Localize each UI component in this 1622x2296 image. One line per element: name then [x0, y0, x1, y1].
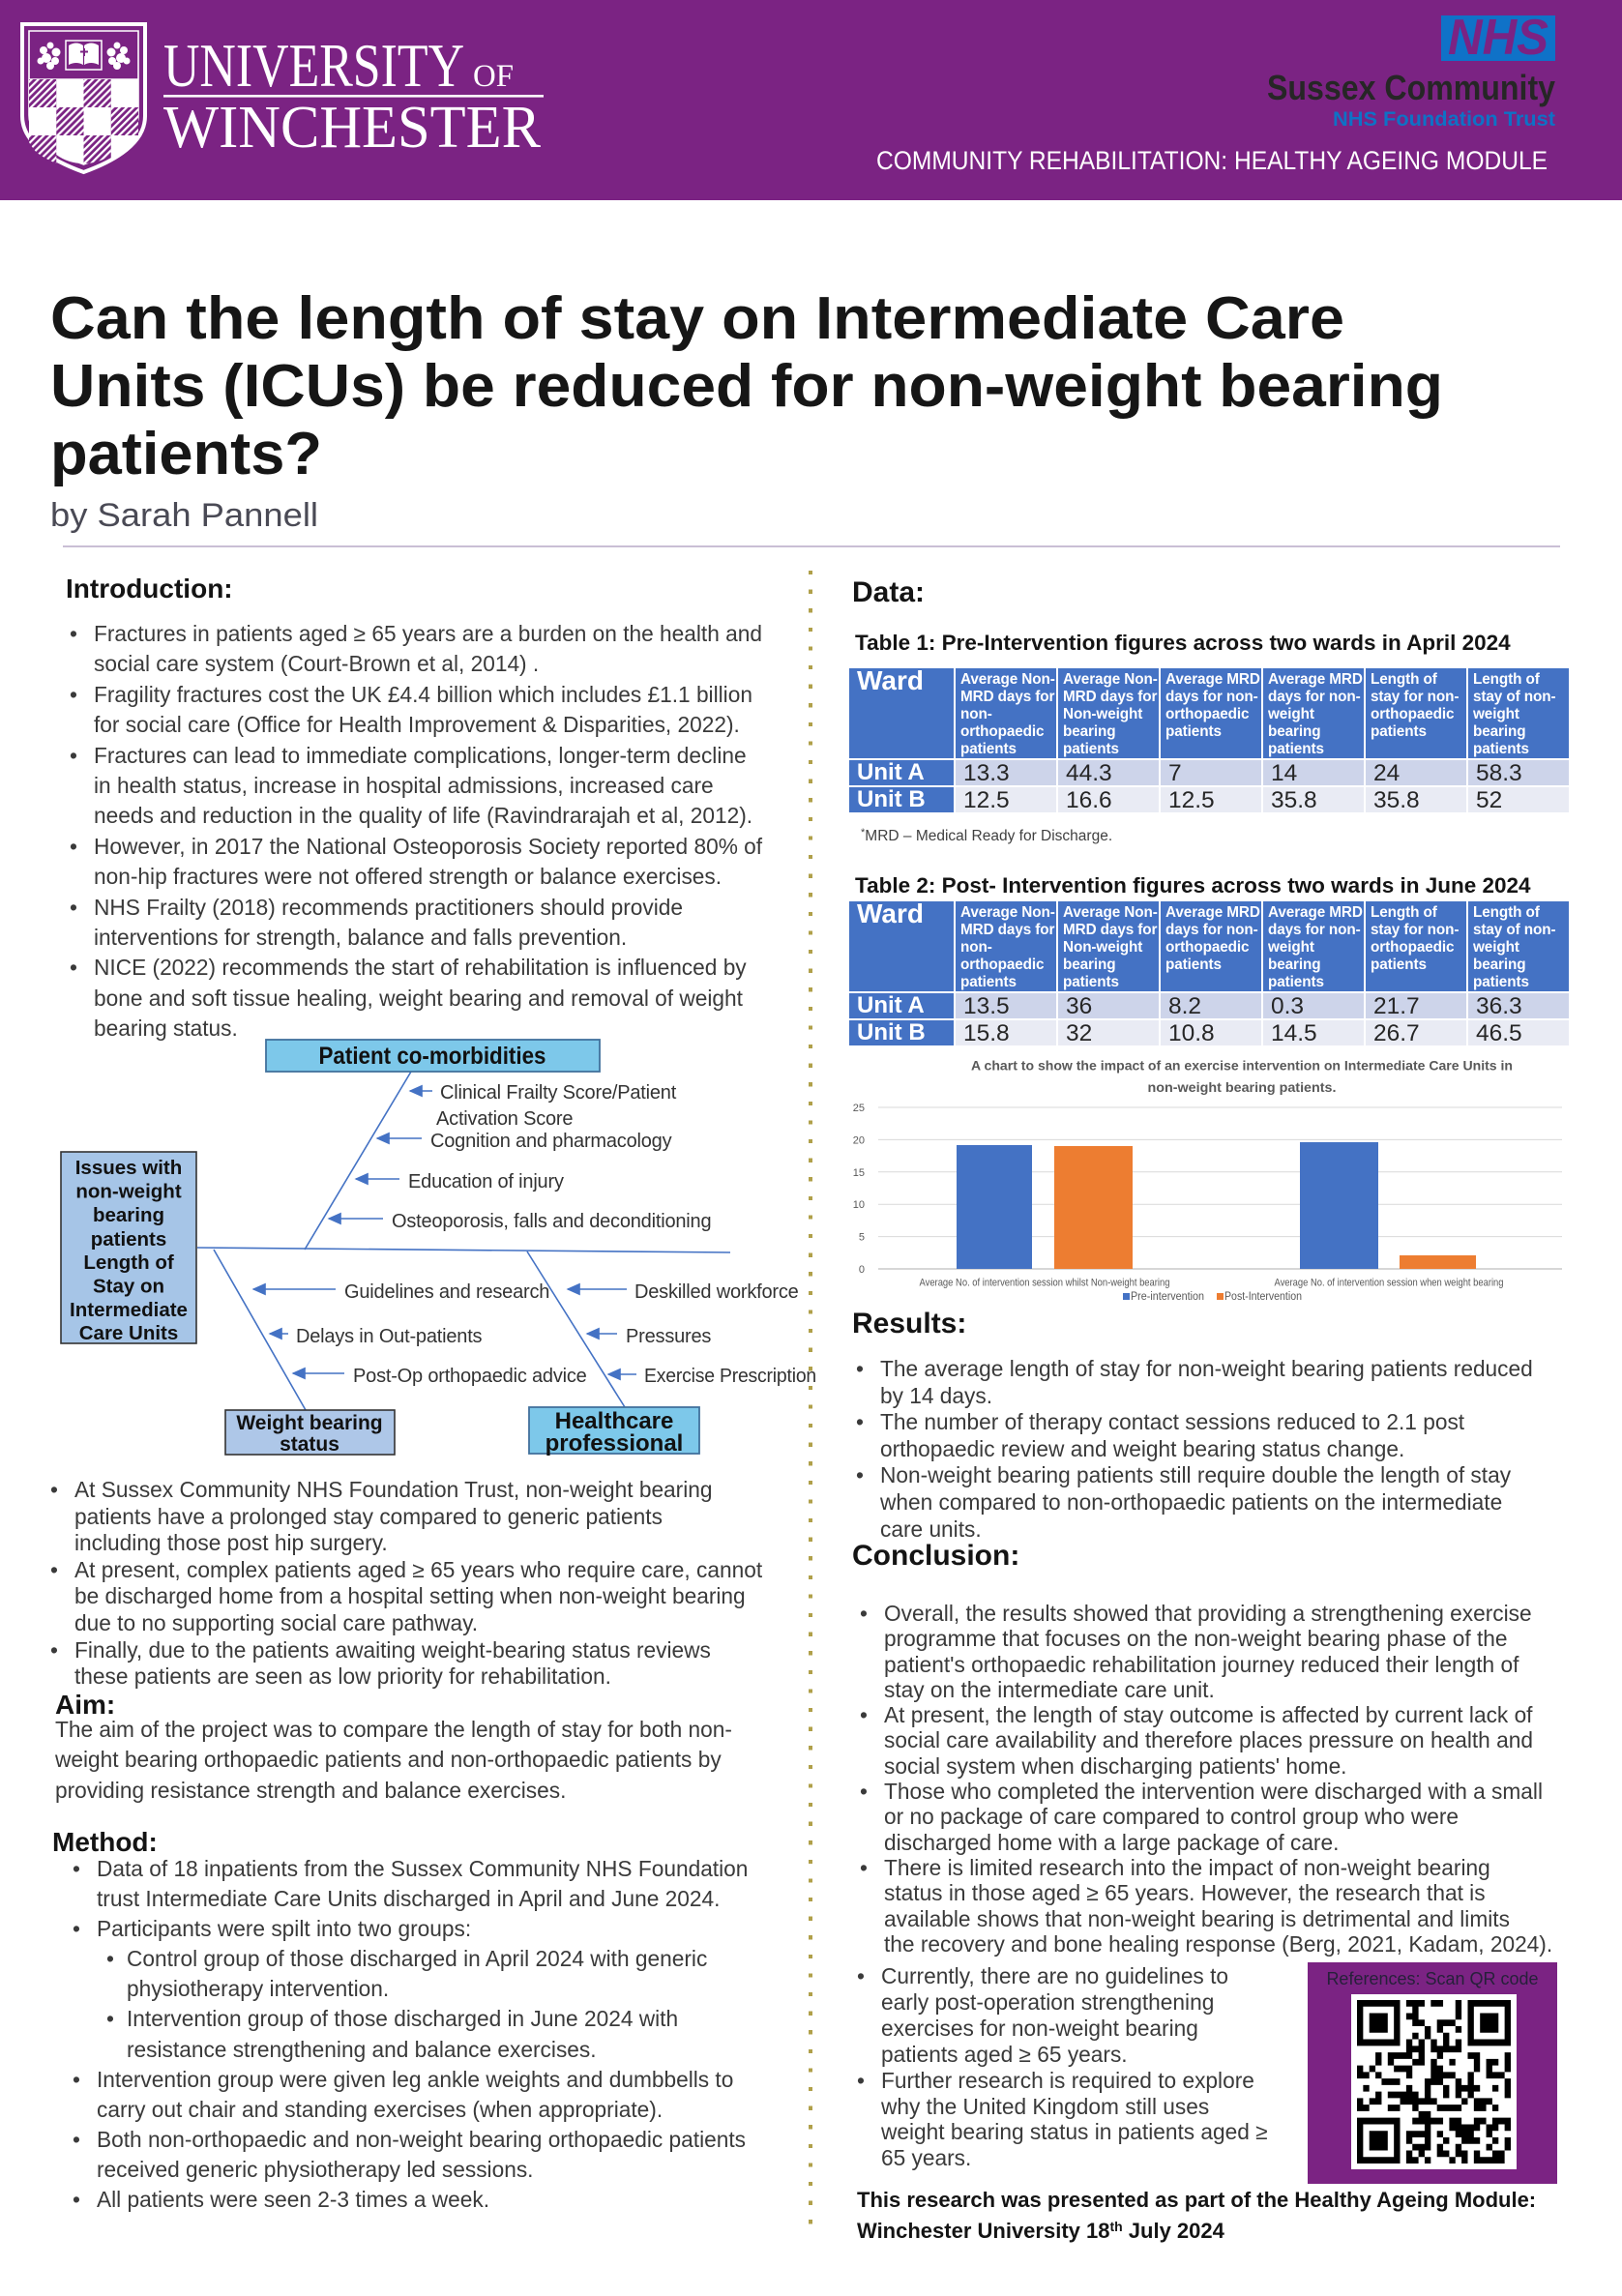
svg-text:non-weight bearing patients.: non-weight bearing patients. — [1148, 1079, 1337, 1095]
svg-text:15: 15 — [853, 1167, 865, 1179]
svg-text:Delays in Out-patients: Delays in Out-patients — [296, 1326, 483, 1347]
svg-text:10: 10 — [853, 1199, 865, 1211]
svg-text:Care Units: Care Units — [79, 1322, 179, 1344]
svg-text:Guidelines and research: Guidelines and research — [344, 1281, 549, 1303]
svg-text:Cognition and pharmacology: Cognition and pharmacology — [430, 1131, 672, 1152]
svg-text:25: 25 — [853, 1103, 865, 1114]
svg-text:Units (ICUs) be reduced for no: Units (ICUs) be reduced for non-weight b… — [50, 352, 1443, 420]
svg-text:20: 20 — [853, 1134, 865, 1146]
svg-text:patients: patients — [91, 1228, 167, 1251]
svg-text:Sussex Community: Sussex Community — [1267, 68, 1555, 107]
svg-text:Length of: Length of — [83, 1251, 174, 1274]
svg-text:Clinical Frailty Score/Patient: Clinical Frailty Score/Patient — [440, 1082, 677, 1104]
svg-text:non-weight: non-weight — [75, 1181, 181, 1203]
svg-text:patients?: patients? — [50, 420, 322, 487]
svg-text:OF: OF — [473, 59, 514, 94]
svg-text:Average No. of intervention se: Average No. of intervention session when… — [1275, 1277, 1504, 1288]
svg-text:Post-Op orthopaedic advice: Post-Op orthopaedic advice — [353, 1366, 587, 1387]
svg-text:status: status — [280, 1433, 339, 1456]
svg-text:Activation Score: Activation Score — [436, 1108, 573, 1130]
svg-text:Pre-intervention: Pre-intervention — [1131, 1291, 1204, 1303]
svg-text:WINCHESTER: WINCHESTER — [163, 95, 542, 161]
svg-text:Pressures: Pressures — [626, 1326, 711, 1347]
svg-text:Exercise Prescription: Exercise Prescription — [644, 1366, 816, 1387]
svg-text:Healthcare: Healthcare — [555, 1408, 674, 1434]
svg-text:UNIVERSITY: UNIVERSITY — [163, 31, 464, 100]
svg-text:COMMUNITY REHABILITATION: HEAL: COMMUNITY REHABILITATION: HEALTHY AGEING… — [876, 146, 1548, 175]
svg-text:Average No. of intervention se: Average No. of intervention session whil… — [920, 1277, 1170, 1288]
svg-text:Post-Intervention: Post-Intervention — [1224, 1291, 1302, 1303]
svg-text:Weight bearing: Weight bearing — [236, 1412, 382, 1434]
svg-text:Intermediate: Intermediate — [70, 1299, 188, 1321]
svg-text:Education of injury: Education of injury — [408, 1171, 564, 1192]
svg-text:Deskilled workforce: Deskilled workforce — [634, 1281, 799, 1303]
svg-text:Stay on: Stay on — [93, 1276, 164, 1298]
svg-text:5: 5 — [859, 1232, 865, 1244]
svg-text:by Sarah Pannell: by Sarah Pannell — [50, 497, 318, 534]
svg-text:A chart to show the impact of: A chart to show the impact of an exercis… — [971, 1058, 1513, 1074]
svg-text:0: 0 — [859, 1264, 865, 1276]
svg-text:Osteoporosis, falls and decond: Osteoporosis, falls and deconditioning — [392, 1211, 711, 1232]
svg-text:Issues with: Issues with — [75, 1157, 183, 1179]
svg-text:NHS Foundation Trust: NHS Foundation Trust — [1333, 108, 1555, 131]
svg-text:Patient co-morbidities: Patient co-morbidities — [319, 1043, 546, 1070]
svg-text:Can the length of stay on Inte: Can the length of stay on Intermediate C… — [50, 284, 1344, 352]
svg-text:NHS: NHS — [1448, 10, 1548, 66]
svg-text:bearing: bearing — [93, 1204, 164, 1226]
svg-text:professional: professional — [546, 1430, 684, 1457]
